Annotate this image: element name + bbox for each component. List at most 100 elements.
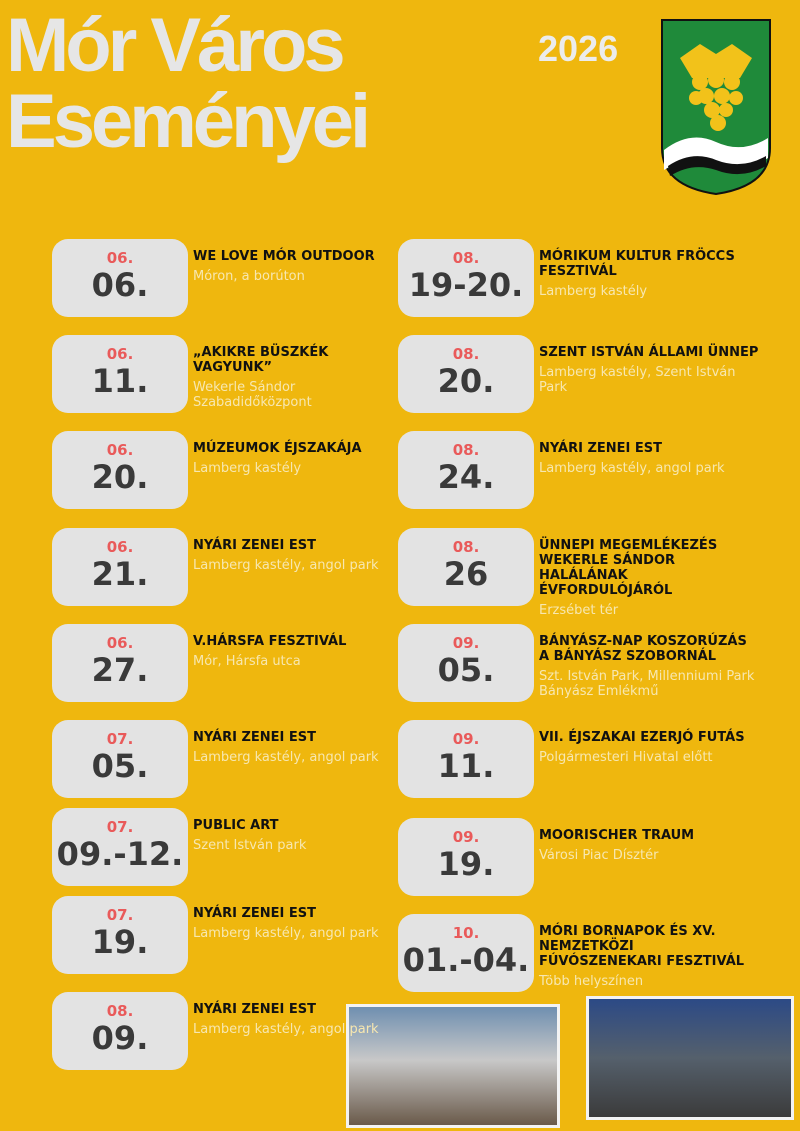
date-box: 10. 01.-04.	[398, 914, 534, 992]
event-place: Lamberg kastély, angol park	[539, 461, 725, 476]
event-info: SZENT ISTVÁN ÁLLAMI ÜNNEP Lamberg kastély…	[539, 345, 759, 395]
date-box: 06. 27.	[52, 624, 188, 702]
event-day: 05.	[91, 747, 149, 785]
event-month: 08.	[452, 345, 480, 363]
event-day: 19.	[91, 923, 149, 961]
event-day: 06.	[91, 266, 149, 304]
event-info: NYÁRI ZENEI EST Lamberg kastély, angol pa…	[193, 730, 393, 765]
event-month: 06.	[106, 538, 134, 556]
event-title: NYÁRI ZENEI EST	[539, 441, 663, 456]
event-day: 11.	[91, 362, 149, 400]
event-info: MOORISCHER TRAUM Városi Piac Dísztér	[539, 828, 759, 863]
event-title: NYÁRI ZENEI EST	[193, 730, 317, 745]
date-box: 08. 19-20.	[398, 239, 534, 317]
event-place: Mór, Hársfa utca	[193, 654, 301, 669]
event-month: 07.	[106, 818, 134, 836]
event-day: 21.	[91, 555, 149, 593]
event-title: MÚZEUMOK ÉJSZAKÁJA	[193, 441, 362, 456]
event-day: 20.	[437, 362, 495, 400]
date-box: 06. 11.	[52, 335, 188, 413]
event-title: BÁNYÁSZ-NAP KOSZORÚZÁS A BÁNYÁSZ SZOBORN…	[539, 634, 747, 664]
event-place: Móron, a borúton	[193, 269, 305, 284]
event-day: 09.-12.	[56, 835, 184, 873]
date-box: 07. 19.	[52, 896, 188, 974]
date-box: 08. 20.	[398, 335, 534, 413]
event-info: MÓRIKUM KULTUR FRÖCCS FESZTIVÁL Lamberg k…	[539, 249, 759, 299]
event-month: 07.	[106, 730, 134, 748]
photo	[346, 1004, 560, 1128]
event-title: WE LOVE MÓR OUTDOOR	[193, 249, 375, 264]
event-place: Polgármesteri Hivatal előtt	[539, 750, 713, 765]
event-place: Szent István park	[193, 838, 307, 853]
date-box: 07. 05.	[52, 720, 188, 798]
title-line: Eseményei	[6, 79, 371, 164]
event-month: 06.	[106, 249, 134, 267]
date-box: 09. 19.	[398, 818, 534, 896]
event-month: 07.	[106, 906, 134, 924]
event-day: 09.	[91, 1019, 149, 1057]
event-month: 08.	[106, 1002, 134, 1020]
event-day: 01.-04.	[402, 941, 530, 979]
event-month: 08.	[452, 538, 480, 556]
event-month: 09.	[452, 634, 480, 652]
event-month: 06.	[106, 441, 134, 459]
event-month: 09.	[452, 730, 480, 748]
event-month: 08.	[452, 249, 480, 267]
event-place: Lamberg kastély, Szent István Park	[539, 365, 736, 395]
event-month: 10.	[452, 924, 480, 942]
date-box: 08. 26	[398, 528, 534, 606]
event-place: Lamberg kastély, angol park	[193, 558, 379, 573]
event-title: NYÁRI ZENEI EST	[193, 1002, 317, 1017]
event-info: MÓRI BORNAPOK ÉS XV. NEMZETKÖZI FÚVÓSZEN…	[539, 924, 759, 989]
event-title: PUBLIC ART	[193, 818, 279, 833]
event-place: Városi Piac Dísztér	[539, 848, 659, 863]
event-day: 19.	[437, 845, 495, 883]
event-place: Lamberg kastély	[193, 461, 302, 476]
event-place: Lamberg kastély, angol park	[193, 1022, 379, 1037]
event-info: VII. ÉJSZAKAI EZERJÓ FUTÁS Polgármesteri …	[539, 730, 759, 765]
event-info: V.HÁRSFA FESZTIVÁL Mór, Hársfa utca	[193, 634, 393, 669]
event-info: NYÁRI ZENEI EST Lamberg kastély, angol pa…	[193, 906, 393, 941]
event-month: 06.	[106, 634, 134, 652]
event-info: MÚZEUMOK ÉJSZAKÁJA Lamberg kastély	[193, 441, 393, 476]
event-day: 27.	[91, 651, 149, 689]
event-title: SZENT ISTVÁN ÁLLAMI ÜNNEP	[539, 345, 759, 360]
event-day: 19-20.	[408, 266, 524, 304]
date-box: 09. 05.	[398, 624, 534, 702]
date-box: 06. 21.	[52, 528, 188, 606]
event-month: 08.	[452, 441, 480, 459]
date-box: 08. 24.	[398, 431, 534, 509]
event-info: NYÁRI ZENEI EST Lamberg kastély, angol pa…	[539, 441, 759, 476]
year: 2026	[538, 28, 619, 69]
crest	[661, 19, 771, 196]
event-day: 11.	[437, 747, 495, 785]
event-title: VII. ÉJSZAKAI EZERJÓ FUTÁS	[539, 730, 745, 745]
event-title: MÓRI BORNAPOK ÉS XV. NEMZETKÖZI FÚVÓSZEN…	[539, 924, 745, 969]
event-info: NYÁRI ZENEI EST Lamberg kastély, angol pa…	[193, 1002, 393, 1037]
event-title: NYÁRI ZENEI EST	[193, 538, 317, 553]
event-day: 24.	[437, 458, 495, 496]
photo	[586, 996, 794, 1120]
event-day: 26	[443, 555, 489, 593]
date-box: 09. 11.	[398, 720, 534, 798]
event-title: ÜNNEPI MEGEMLÉKEZÉS WEKERLE SÁNDOR HALÁL…	[539, 538, 718, 598]
date-box: 07. 09.-12.	[52, 808, 188, 886]
event-info: „AKIKRE BÜSZKÉK VAGYUNK” Wekerle Sándor S…	[193, 345, 393, 410]
event-day: 05.	[437, 651, 495, 689]
event-place: Wekerle Sándor Szabadidőközpont	[193, 380, 312, 410]
event-title: NYÁRI ZENEI EST	[193, 906, 317, 921]
event-month: 09.	[452, 828, 480, 846]
event-info: NYÁRI ZENEI EST Lamberg kastély, angol pa…	[193, 538, 393, 573]
event-day: 20.	[91, 458, 149, 496]
event-place: Erzsébet tér	[539, 603, 619, 618]
date-box: 08. 09.	[52, 992, 188, 1070]
event-month: 06.	[106, 345, 134, 363]
title-line: Mór Város	[6, 3, 346, 88]
event-place: Több helyszínen	[539, 974, 644, 989]
event-place: Lamberg kastély, angol park	[193, 750, 379, 765]
event-place: Lamberg kastély	[539, 284, 648, 299]
date-box: 06. 06.	[52, 239, 188, 317]
event-title: „AKIKRE BÜSZKÉK VAGYUNK”	[193, 345, 329, 375]
event-info: WE LOVE MÓR OUTDOOR Móron, a borúton	[193, 249, 393, 284]
